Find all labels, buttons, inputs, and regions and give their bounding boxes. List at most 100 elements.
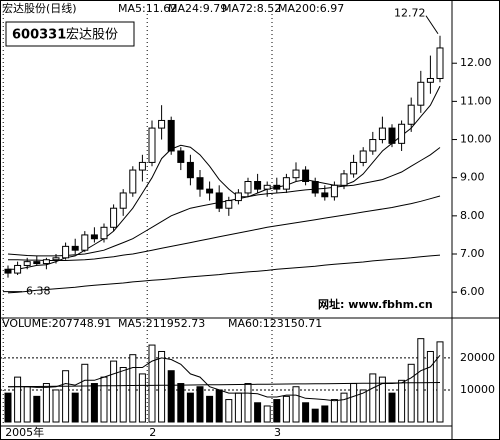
- volume-bar: [196, 386, 204, 423]
- candle-body: [378, 127, 386, 141]
- ma-line: [8, 354, 441, 402]
- volume-label: MA60:123150.71: [228, 317, 322, 330]
- candle-body: [359, 150, 367, 163]
- volume-bar: [407, 363, 415, 423]
- candle-body: [129, 169, 137, 194]
- ma-line: [7, 147, 441, 257]
- candle-body: [417, 81, 425, 106]
- volume-bar: [148, 344, 156, 423]
- ma-label: MA5:11.62: [118, 2, 177, 15]
- volume-bar: [158, 350, 166, 423]
- volume-bar: [52, 389, 60, 423]
- candle-body: [292, 169, 300, 179]
- volume-bar: [340, 392, 348, 423]
- high-arrow: [425, 15, 439, 35]
- stock-name: 宏达股份: [66, 28, 118, 43]
- candle-body: [215, 192, 223, 209]
- candle-body: [158, 119, 166, 129]
- volume-bar: [254, 402, 262, 423]
- y-tick-label: 10000: [460, 383, 495, 396]
- candle-body: [62, 245, 70, 259]
- ma-label: MA72:8.52: [222, 2, 281, 15]
- high-label: 12.72: [394, 7, 426, 20]
- volume-bar: [71, 392, 79, 423]
- volume-bar: [292, 386, 300, 423]
- candle-body: [330, 184, 338, 198]
- volume-bar: [100, 376, 108, 423]
- volume-bar: [417, 338, 425, 423]
- ma-label: MA200:6.97: [278, 2, 344, 15]
- chart-title: 宏达股份(日线): [2, 1, 77, 15]
- candle-body: [119, 192, 127, 209]
- volume-bar: [186, 392, 194, 423]
- code-box: [5, 21, 135, 47]
- x-tick-label: 2005年: [5, 425, 44, 439]
- ma-line: [8, 195, 441, 261]
- candle-body: [177, 150, 185, 163]
- candle-body: [273, 184, 281, 190]
- stock-code: 600331: [12, 28, 66, 43]
- volume-bar: [14, 376, 22, 423]
- volume-bar: [90, 383, 98, 423]
- ma-line: [7, 254, 441, 294]
- candle-body: [302, 169, 310, 183]
- y-tick-label: 6.00: [460, 285, 485, 298]
- candle-body: [186, 161, 194, 179]
- site-label: 网址: www.fbhm.cn: [318, 297, 433, 311]
- candle-body: [244, 181, 252, 194]
- candle-body: [196, 177, 204, 190]
- volume-bar: [311, 408, 319, 423]
- candle-body: [436, 47, 444, 79]
- candle-body: [311, 181, 319, 194]
- volume-bar: [350, 383, 358, 423]
- candle-body: [426, 77, 434, 83]
- volume-bar: [244, 383, 252, 423]
- volume-bar: [129, 354, 137, 423]
- volume-bar: [263, 405, 271, 423]
- y-tick-label: 20000: [460, 351, 495, 364]
- volume-bar: [215, 389, 223, 423]
- candle-body: [206, 188, 214, 194]
- low-label: 6.38: [26, 285, 51, 298]
- candle-body: [350, 161, 358, 175]
- candle-body: [81, 234, 89, 251]
- volume-bar: [282, 395, 290, 423]
- volume-bar: [167, 370, 175, 423]
- volume-bar: [23, 386, 31, 423]
- volume-bar: [225, 399, 233, 423]
- volume-bar: [4, 392, 12, 423]
- y-tick-label: 11.00: [460, 94, 492, 107]
- volume-bar: [81, 363, 89, 423]
- candle-body: [340, 173, 348, 186]
- volume-bar: [369, 373, 377, 423]
- volume-bar: [398, 379, 406, 423]
- y-tick-label: 9.00: [460, 171, 485, 184]
- candle-body: [138, 161, 146, 171]
- candle-body: [110, 207, 118, 228]
- volume-bar: [302, 402, 310, 423]
- y-tick-label: 10.00: [460, 133, 492, 146]
- volume-bar: [321, 405, 329, 423]
- candle-body: [321, 192, 329, 198]
- candle-body: [398, 123, 406, 144]
- candle-body: [263, 184, 271, 190]
- candle-body: [90, 234, 98, 240]
- volume-bar: [330, 399, 338, 423]
- volume-bar: [234, 392, 242, 423]
- candle-body: [14, 264, 22, 274]
- candle-body: [148, 127, 156, 163]
- candle-body: [23, 261, 31, 266]
- volume-bar: [177, 383, 185, 423]
- candle-body: [33, 261, 41, 265]
- x-tick-label: 3: [274, 426, 281, 439]
- y-tick-label: 7.00: [460, 247, 485, 260]
- candle-body: [100, 226, 108, 240]
- ma-line: [7, 382, 441, 388]
- volume-bar: [42, 383, 50, 423]
- volume-bar: [388, 392, 396, 423]
- volume-bar: [436, 341, 444, 423]
- candle-body: [42, 259, 50, 265]
- volume-label: MA5:211952.73: [118, 317, 205, 330]
- candle-body: [369, 139, 377, 152]
